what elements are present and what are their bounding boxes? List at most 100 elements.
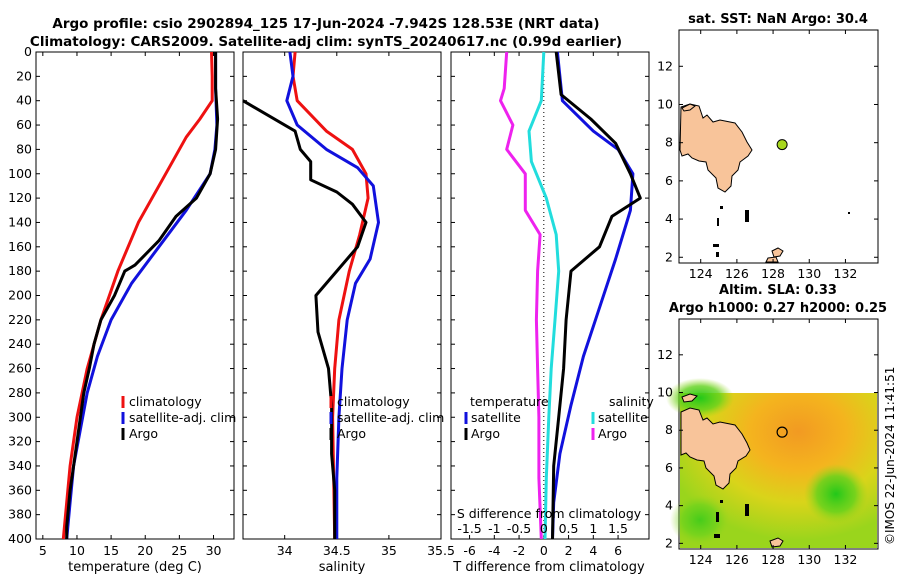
x-tick-label: 34 xyxy=(277,543,293,558)
x2-tick-label: -0.5 xyxy=(507,521,531,536)
map-x-tick-label: 130 xyxy=(797,266,821,281)
y-tick-label: 20 xyxy=(16,68,32,83)
legend-label-sal-satellite: satellite xyxy=(598,410,648,425)
map-x-tick-label: 128 xyxy=(761,266,785,281)
temperature-panel: 5 10 15 20 25 3002040608010012014016018020022… xyxy=(8,44,236,575)
x-tick-label: -6 xyxy=(463,543,476,558)
x2-tick-label: 1 xyxy=(589,521,597,536)
sst-land-speck xyxy=(720,206,723,209)
sla-map-title-2: Argo h1000: 0.27 h2000: 0.25 xyxy=(669,301,887,316)
map-x-tick-label: 124 xyxy=(689,266,713,281)
series-line-argo xyxy=(65,52,220,539)
legend-label-argo: Argo xyxy=(129,426,158,441)
y-tick-label: 220 xyxy=(8,312,32,327)
sst-map-title: sat. SST: NaN Argo: 30.4 xyxy=(688,12,868,27)
series-line-temperature-argo xyxy=(551,51,642,540)
x2-tick-label: -1.5 xyxy=(457,521,481,536)
map-y-tick-label: 10 xyxy=(657,385,673,400)
map-y-tick-label: 6 xyxy=(665,173,673,188)
y-tick-label: 400 xyxy=(8,531,32,546)
sst-map-panel: sat. SST: NaN Argo: 30.4 124 126 128 130 132… xyxy=(657,12,879,281)
map-y-tick-label: 2 xyxy=(665,249,673,264)
legend-title-salinity: salinity xyxy=(609,394,654,409)
map-x-tick-label: 128 xyxy=(761,552,785,567)
legend-label-climatology: climatology xyxy=(129,394,202,409)
map-x-tick-label: 132 xyxy=(834,266,858,281)
y-tick-label: 180 xyxy=(8,263,32,278)
sla-land-islet xyxy=(681,393,698,403)
sla-map-title-1: Altim. SLA: 0.33 xyxy=(719,283,837,298)
difference-panel: -6 -4 -2 0 2 4 6 T difference from climatology… xyxy=(450,51,654,575)
temperature-legend: climatology satellite-adj. clim Argo xyxy=(121,394,236,441)
x-tick-label: 35.5 xyxy=(427,543,455,558)
y-tick-label: 60 xyxy=(16,117,32,132)
difference-series xyxy=(499,51,642,540)
y-tick-label: 300 xyxy=(8,409,32,424)
temperature-axis-ticks: 5 10 15 20 25 3002040608010012014016018020022… xyxy=(8,44,234,558)
salinity-axis-ticks: 34 34.5 35 35.5 xyxy=(243,51,455,558)
y-tick-label: 280 xyxy=(8,385,32,400)
sla-land-speck xyxy=(720,500,723,503)
sst-map-ticks: 124 126 128 130 132 2 4 6 8 10 12 xyxy=(657,30,878,281)
x2-tick-label: 1.5 xyxy=(608,521,628,536)
map-x-tick-label: 132 xyxy=(834,552,858,567)
sst-land-island xyxy=(679,103,753,193)
salinity-panel: 34 34.5 35 35.5 salinity climatology satell… xyxy=(242,51,455,575)
legend-label-satellite: satellite-adj. clim xyxy=(129,410,236,425)
sst-land xyxy=(679,103,850,263)
difference-legend: temperature salinity satellite Argo sate… xyxy=(464,394,654,441)
x-tick-label: 20 xyxy=(137,543,153,558)
sla-map-panel: Altim. SLA: 0.33 Argo h1000: 0.27 h2000:… xyxy=(657,283,887,567)
x-tick-label: 34.5 xyxy=(323,543,351,558)
legend-label-temp-satellite: satellite xyxy=(471,410,521,425)
map-y-tick-label: 4 xyxy=(665,211,673,226)
y-tick-label: 360 xyxy=(8,482,32,497)
y-tick-label: 320 xyxy=(8,434,32,449)
y-tick-label: 80 xyxy=(16,141,32,156)
legend-label-satellite: satellite-adj. clim xyxy=(337,410,444,425)
series-line-satellite-adj-clim xyxy=(285,51,380,539)
sla-low-anomaly xyxy=(666,378,734,418)
map-x-tick-label: 126 xyxy=(725,266,749,281)
series-line-salinity-satellite xyxy=(527,51,561,540)
y-tick-label: 160 xyxy=(8,239,32,254)
x2-tick-label: -1 xyxy=(488,521,500,536)
difference-axes-frame xyxy=(450,51,650,540)
sst-land-speck xyxy=(848,212,850,214)
x2-tick-label: 0 xyxy=(540,521,548,536)
legend-title-temperature: temperature xyxy=(470,394,549,409)
y-tick-label: 200 xyxy=(8,288,32,303)
sst-land-islet xyxy=(681,103,696,112)
sla-land-island xyxy=(680,407,751,490)
sla-low-anomaly xyxy=(804,464,868,524)
sst-land-islet xyxy=(765,256,779,263)
sla-land-islet xyxy=(769,537,784,548)
sla-land-speck xyxy=(714,534,720,538)
x-tick-label: 25 xyxy=(171,543,187,558)
sst-argo-marker xyxy=(776,139,788,151)
y-tick-label: 120 xyxy=(8,190,32,205)
y-tick-label: 100 xyxy=(8,166,32,181)
legend-label-sal-argo: Argo xyxy=(598,426,627,441)
x-tick-label: 6 xyxy=(614,543,622,558)
difference-x2label: S difference from climatology xyxy=(457,506,642,521)
temperature-xlabel: temperature (deg C) xyxy=(68,560,202,575)
sla-land xyxy=(680,393,784,548)
salinity-axes-frame xyxy=(242,51,442,540)
legend-label-argo: Argo xyxy=(337,426,366,441)
y-tick-label: 340 xyxy=(8,458,32,473)
x2-tick-label: 0.5 xyxy=(559,521,579,536)
title-line-2: Climatology: CARS2009. Satellite-adj cli… xyxy=(30,34,622,50)
map-y-tick-label: 8 xyxy=(665,135,673,150)
x-tick-label: -2 xyxy=(513,543,525,558)
sst-land-speck xyxy=(717,218,719,226)
x-tick-label: 30 xyxy=(206,543,222,558)
sla-map-ticks: 124 126 128 130 132 2 4 6 8 10 12 xyxy=(657,319,878,567)
y-tick-label: 40 xyxy=(16,93,32,108)
map-x-tick-label: 126 xyxy=(725,552,749,567)
temperature-series xyxy=(61,51,220,540)
x-tick-label: 2 xyxy=(565,543,573,558)
legend-label-climatology: climatology xyxy=(337,394,410,409)
x-tick-label: 5 xyxy=(39,543,47,558)
